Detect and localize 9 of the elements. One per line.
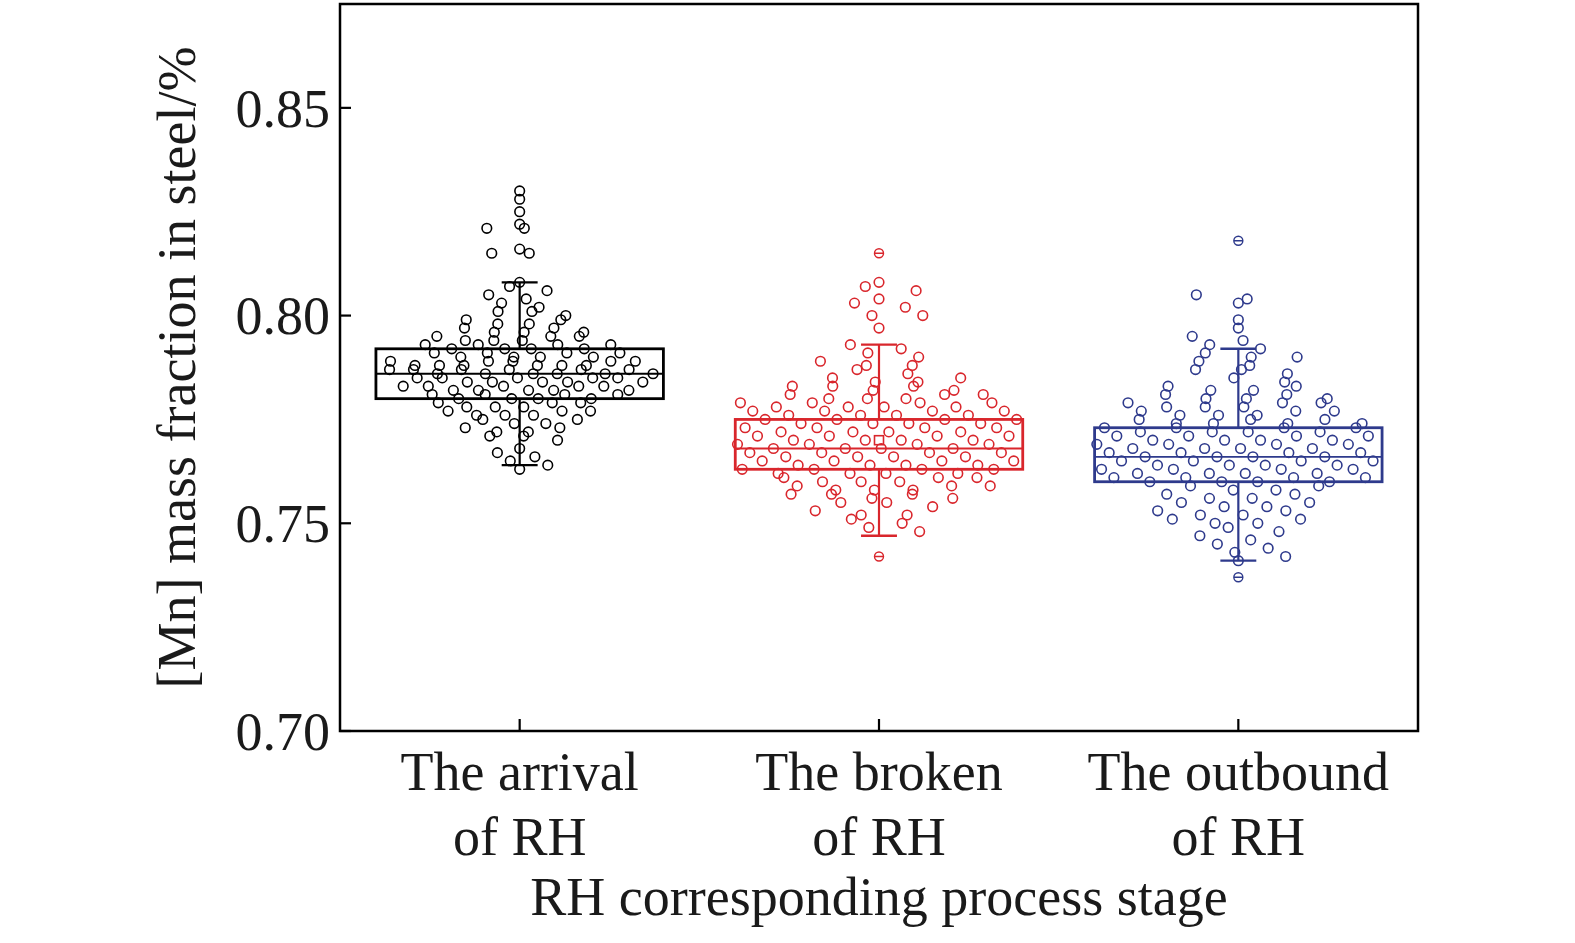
y-tick-label: 0.80	[235, 286, 330, 347]
x-tick-label: The arrival of RH	[400, 742, 639, 867]
x-tick-label: The outbound of RH	[1087, 742, 1390, 867]
x-tick-label: The broken of RH	[755, 742, 1003, 867]
y-tick-label: 0.70	[235, 701, 330, 762]
x-axis-title: RH corresponding process stage	[530, 867, 1228, 927]
y-tick-label: 0.75	[235, 494, 330, 555]
y-axis-title: [Mn] mass fraction in steel/%	[147, 46, 207, 689]
y-tick-label: 0.85	[235, 78, 330, 139]
